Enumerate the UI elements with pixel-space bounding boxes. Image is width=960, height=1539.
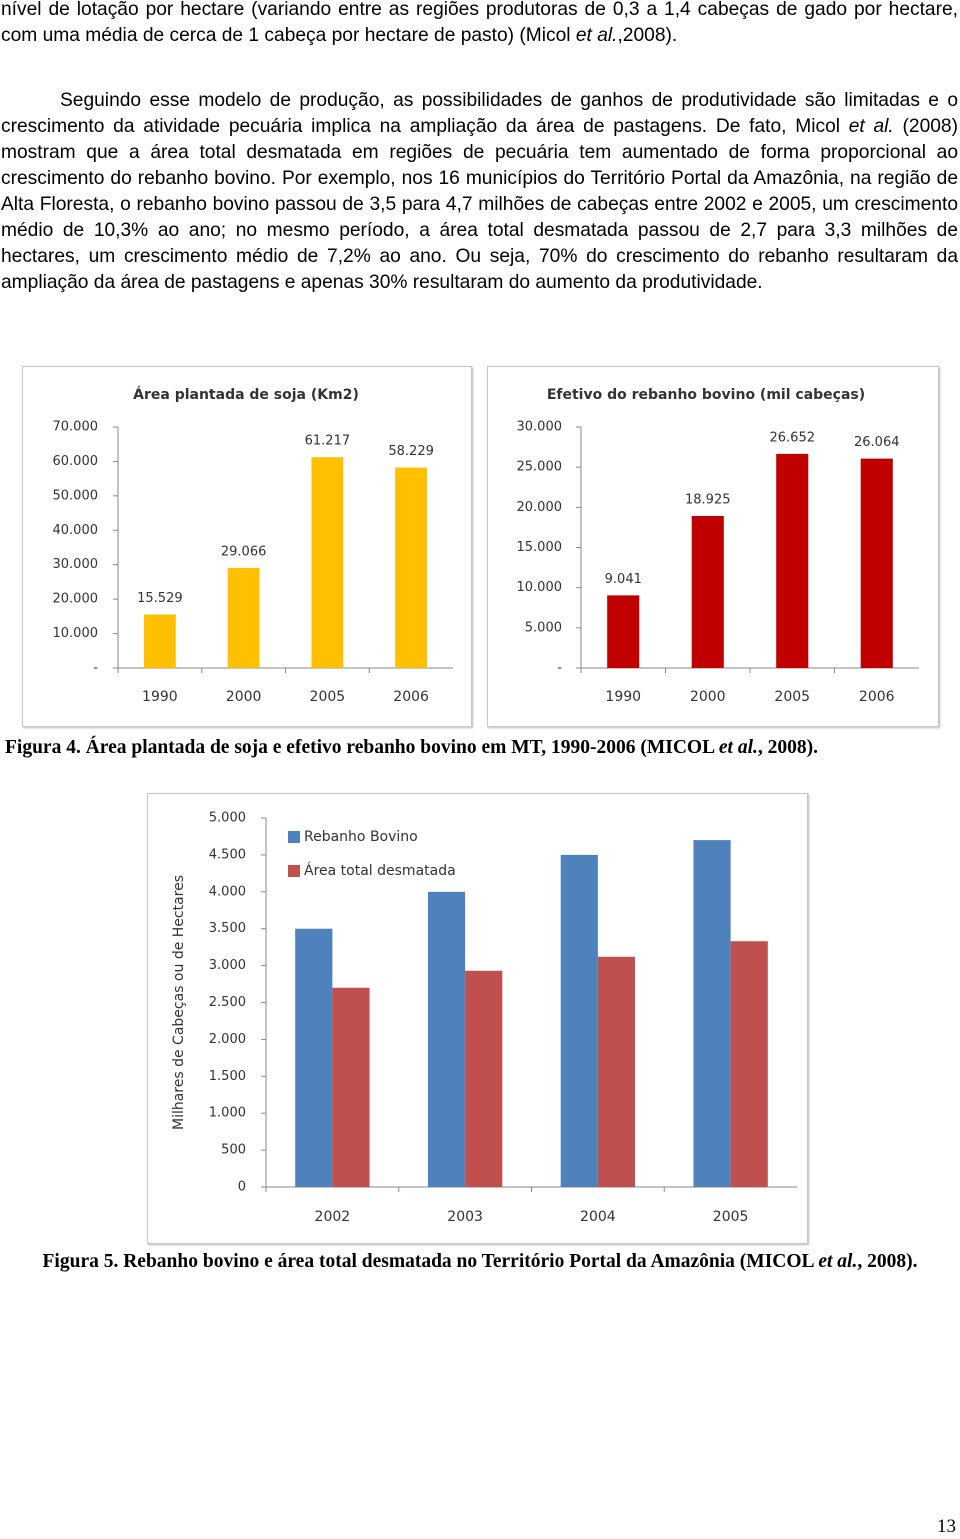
bar — [427, 891, 466, 1187]
text-run: Figura 4. Área plantada de soja e efetiv… — [5, 737, 719, 758]
y-tick-label: - — [557, 661, 562, 676]
y-tick-label: 1.500 — [209, 1069, 246, 1084]
text-run: nível de lotação por hectare (variando e… — [1, 0, 958, 46]
y-tick-label: 1.000 — [209, 1106, 246, 1121]
text-run: Seguindo esse modelo de produção, as pos… — [1, 90, 958, 137]
y-tick-label: 10.000 — [53, 626, 99, 641]
y-tick-label: 10.000 — [517, 580, 563, 595]
y-tick-label: 4.500 — [209, 847, 246, 862]
y-tick-label: 3.500 — [209, 921, 246, 936]
y-tick-label: - — [93, 661, 98, 676]
page-number: 13 — [937, 1516, 956, 1537]
x-tick-label: 2000 — [226, 689, 262, 705]
x-tick-label: 2006 — [859, 689, 895, 705]
legend-label: Rebanho Bovino — [304, 829, 418, 845]
y-tick-label: 3.000 — [209, 958, 246, 973]
bar — [730, 941, 768, 1187]
legend-swatch — [288, 865, 300, 877]
text-run: et al. — [718, 737, 758, 758]
chart-title: Efetivo do rebanho bovino (mil cabeças) — [547, 387, 865, 403]
y-axis-label: Milhares de Cabeças ou de Hectares — [171, 875, 187, 1130]
text-run: (2008) mostram que a área total desmatad… — [1, 116, 958, 293]
y-tick-label: 20.000 — [53, 592, 99, 607]
y-tick-label: 0 — [238, 1180, 246, 1195]
text-run: , 2008). — [757, 737, 819, 758]
y-tick-label: 30.000 — [53, 557, 99, 572]
y-tick-label: 4.000 — [209, 884, 246, 899]
x-tick-label: 2006 — [393, 689, 429, 705]
x-tick-label: 2005 — [774, 689, 810, 705]
value-label: 26.064 — [854, 435, 900, 450]
chart-title: Área plantada de soja (Km2) — [133, 386, 359, 403]
chart: Área plantada de soja (Km2) - 10.000 20.000… — [22, 366, 472, 727]
text-run: et al. — [575, 25, 618, 46]
chart: Milhares de Cabeças ou de Hectares 0 500 1.… — [147, 793, 808, 1244]
value-label: 9.041 — [605, 572, 642, 587]
y-tick-label: 50.000 — [53, 488, 99, 503]
x-tick-label: 2005 — [310, 689, 346, 705]
paragraph: Seguindo esse modelo de produção, as pos… — [1, 88, 958, 296]
y-tick-label: 5.000 — [525, 620, 562, 635]
y-tick-label: 40.000 — [53, 523, 99, 538]
x-tick-label: 2004 — [580, 1209, 616, 1225]
bar — [560, 854, 598, 1187]
text-run: ,2008). — [617, 25, 678, 46]
value-label: 61.217 — [305, 434, 351, 449]
legend-label: Área total desmatada — [304, 862, 456, 879]
bar — [395, 467, 428, 668]
bar — [311, 457, 344, 668]
bar — [465, 970, 503, 1187]
bar — [143, 614, 176, 668]
caption: Figura 5. Rebanho bovino e área total de… — [0, 1249, 960, 1275]
legend-swatch — [288, 831, 300, 843]
y-tick-label: 20.000 — [517, 500, 563, 515]
bar — [860, 458, 893, 668]
bar — [607, 595, 640, 668]
text-run: et al. — [818, 1251, 858, 1272]
y-tick-label: 500 — [221, 1143, 246, 1158]
x-tick-label: 1990 — [142, 689, 178, 705]
x-tick-label: 2005 — [713, 1209, 749, 1225]
value-label: 58.229 — [388, 444, 434, 459]
x-tick-label: 2002 — [315, 1209, 351, 1225]
y-tick-label: 30.000 — [517, 420, 563, 435]
bar — [295, 928, 333, 1187]
y-tick-label: 2.500 — [209, 995, 246, 1010]
bar — [691, 515, 724, 668]
y-tick-label: 5.000 — [209, 811, 246, 826]
x-tick-label: 2000 — [690, 689, 726, 705]
y-tick-label: 2.000 — [209, 1032, 246, 1047]
text-run: , 2008). — [857, 1251, 918, 1272]
value-label: 29.066 — [221, 544, 267, 559]
value-label: 15.529 — [137, 591, 183, 606]
text-run: et al. — [848, 116, 894, 137]
x-tick-label: 2003 — [447, 1209, 483, 1225]
paragraph: nível de lotação por hectare (variando e… — [1, 0, 958, 49]
y-tick-label: 15.000 — [517, 540, 563, 555]
bar — [332, 987, 370, 1187]
bar — [227, 567, 260, 668]
caption: Figura 4. Área plantada de soja e efetiv… — [5, 735, 960, 761]
value-label: 18.925 — [685, 492, 731, 507]
bar — [776, 453, 809, 668]
y-tick-label: 25.000 — [517, 460, 563, 475]
chart: Efetivo do rebanho bovino (mil cabeças) -… — [487, 366, 939, 727]
x-tick-label: 1990 — [605, 689, 641, 705]
bar — [597, 956, 636, 1187]
text-run: Figura 5. Rebanho bovino e área total de… — [42, 1251, 819, 1272]
y-tick-label: 70.000 — [53, 420, 99, 435]
y-tick-label: 60.000 — [53, 454, 99, 469]
bar — [693, 840, 731, 1187]
value-label: 26.652 — [770, 430, 816, 445]
